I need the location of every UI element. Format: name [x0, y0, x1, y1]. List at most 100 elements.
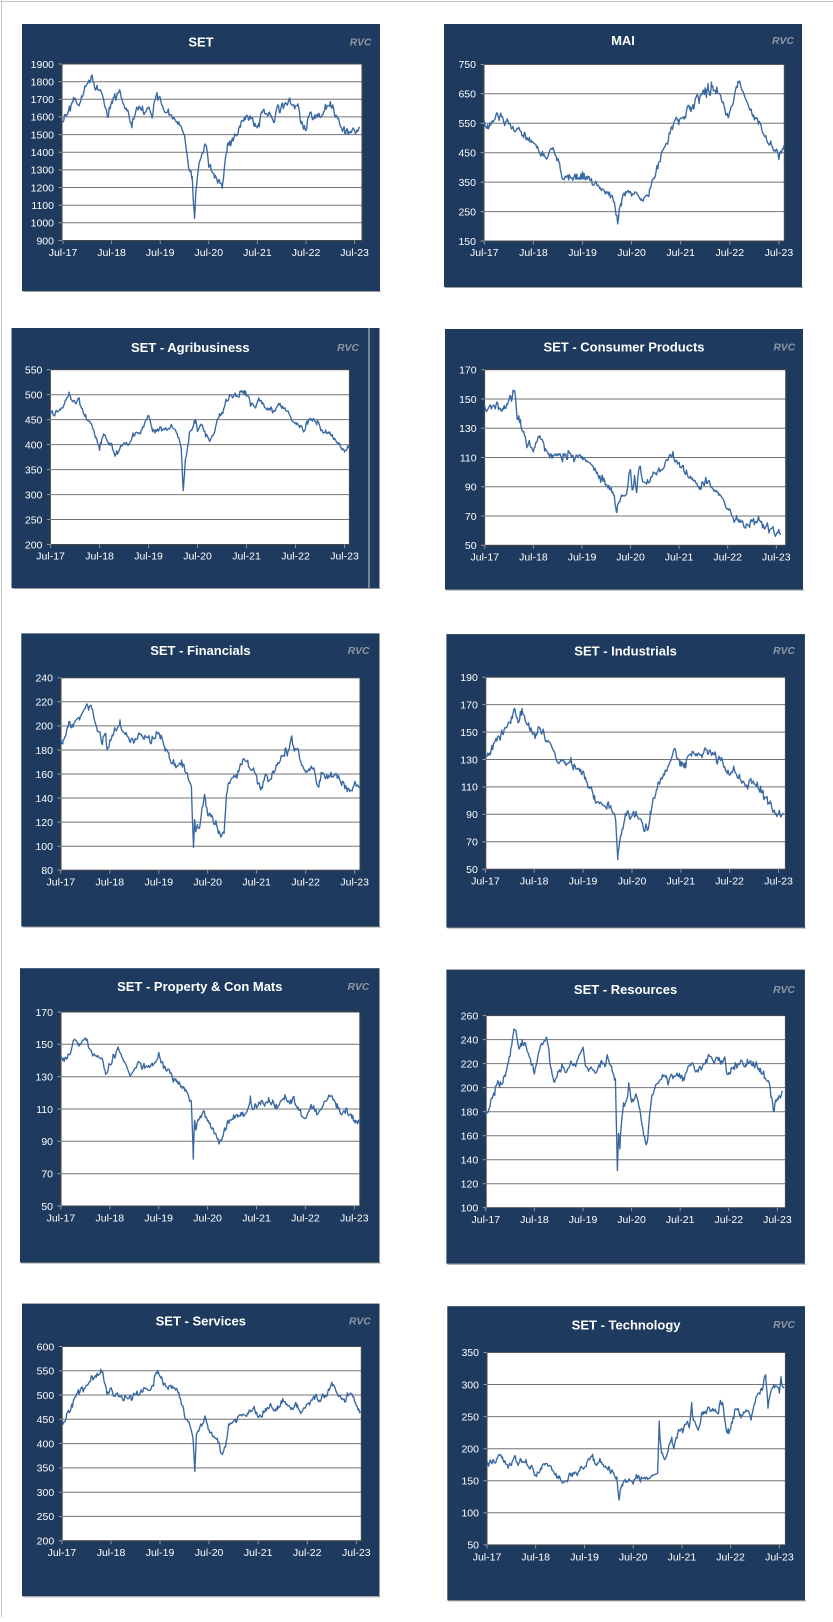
svg-text:180: 180 [461, 1107, 479, 1119]
svg-text:Jul-18: Jul-18 [85, 551, 114, 563]
svg-text:450: 450 [37, 1414, 55, 1426]
svg-text:Jul-17: Jul-17 [471, 876, 500, 888]
svg-text:170: 170 [460, 699, 478, 711]
svg-text:50: 50 [466, 864, 478, 876]
svg-text:Jul-21: Jul-21 [242, 877, 271, 889]
svg-text:70: 70 [466, 837, 478, 849]
svg-text:130: 130 [35, 1072, 53, 1084]
svg-text:50: 50 [467, 1540, 479, 1552]
svg-text:SET - Agribusiness: SET - Agribusiness [131, 340, 250, 355]
svg-text:120: 120 [35, 817, 53, 829]
svg-text:Jul-22: Jul-22 [291, 1212, 320, 1224]
svg-text:Jul-18: Jul-18 [521, 1551, 550, 1563]
svg-text:300: 300 [25, 489, 43, 501]
svg-text:Jul-17: Jul-17 [470, 247, 499, 259]
svg-text:400: 400 [37, 1438, 55, 1450]
svg-text:70: 70 [41, 1169, 53, 1181]
svg-text:Jul-20: Jul-20 [617, 1214, 646, 1226]
svg-text:120: 120 [461, 1179, 479, 1191]
svg-text:750: 750 [458, 59, 476, 71]
svg-text:Jul-17: Jul-17 [48, 1547, 77, 1559]
svg-text:160: 160 [35, 769, 53, 781]
svg-text:Jul-20: Jul-20 [618, 876, 647, 888]
svg-text:Jul-21: Jul-21 [666, 876, 695, 888]
svg-text:160: 160 [461, 1131, 479, 1143]
svg-text:450: 450 [458, 148, 476, 160]
svg-text:Jul-19: Jul-19 [569, 1214, 598, 1226]
svg-text:Jul-19: Jul-19 [144, 1212, 173, 1224]
svg-text:Jul-19: Jul-19 [146, 247, 175, 259]
svg-text:300: 300 [37, 1487, 55, 1499]
svg-text:1400: 1400 [31, 147, 55, 159]
svg-text:150: 150 [458, 236, 476, 248]
svg-text:110: 110 [460, 452, 477, 464]
svg-text:Jul-17: Jul-17 [36, 551, 65, 563]
svg-text:200: 200 [37, 1536, 55, 1548]
svg-text:100: 100 [461, 1203, 479, 1215]
svg-text:100: 100 [461, 1508, 479, 1520]
svg-text:Jul-21: Jul-21 [232, 551, 261, 563]
svg-text:130: 130 [460, 754, 478, 766]
svg-text:Jul-20: Jul-20 [195, 1547, 224, 1559]
svg-text:SET - Technology: SET - Technology [572, 1317, 682, 1332]
svg-text:170: 170 [35, 1007, 53, 1019]
svg-text:Jul-20: Jul-20 [183, 551, 212, 563]
svg-text:RVC: RVC [772, 36, 794, 47]
svg-text:260: 260 [461, 1010, 479, 1022]
svg-text:Jul-23: Jul-23 [764, 876, 793, 888]
svg-text:600: 600 [37, 1341, 55, 1353]
svg-text:1600: 1600 [31, 112, 55, 124]
svg-text:190: 190 [460, 672, 478, 684]
svg-text:Jul-18: Jul-18 [520, 876, 549, 888]
svg-text:Jul-18: Jul-18 [97, 1547, 126, 1559]
svg-text:150: 150 [460, 727, 478, 739]
svg-text:RVC: RVC [350, 38, 372, 49]
svg-text:550: 550 [37, 1366, 55, 1378]
svg-text:Jul-22: Jul-22 [716, 1551, 745, 1563]
svg-text:Jul-21: Jul-21 [243, 247, 272, 259]
svg-text:Jul-17: Jul-17 [46, 877, 75, 889]
svg-text:450: 450 [25, 414, 43, 426]
svg-text:Jul-23: Jul-23 [340, 247, 369, 259]
svg-text:SET - Resources: SET - Resources [574, 982, 677, 997]
svg-text:900: 900 [36, 235, 54, 247]
svg-text:150: 150 [459, 394, 477, 406]
svg-text:1100: 1100 [31, 200, 54, 212]
svg-text:Jul-18: Jul-18 [95, 1212, 124, 1224]
svg-text:90: 90 [41, 1136, 53, 1148]
svg-text:Jul-19: Jul-19 [144, 877, 173, 889]
svg-text:50: 50 [41, 1201, 53, 1213]
svg-text:250: 250 [458, 206, 476, 218]
svg-text:1900: 1900 [31, 59, 55, 71]
svg-text:Jul-17: Jul-17 [470, 551, 499, 563]
svg-text:RVC: RVC [773, 985, 795, 996]
svg-text:350: 350 [37, 1463, 55, 1475]
svg-text:SET - Services: SET - Services [156, 1314, 246, 1329]
svg-text:Jul-21: Jul-21 [666, 1214, 695, 1226]
svg-text:350: 350 [461, 1347, 479, 1359]
svg-text:SET - Industrials: SET - Industrials [574, 643, 677, 658]
svg-text:Jul-23: Jul-23 [330, 551, 359, 563]
svg-text:110: 110 [461, 782, 478, 794]
svg-text:Jul-19: Jul-19 [569, 876, 598, 888]
svg-text:Jul-17: Jul-17 [47, 1212, 76, 1224]
svg-text:Jul-18: Jul-18 [519, 247, 548, 259]
svg-text:130: 130 [459, 423, 477, 435]
svg-text:550: 550 [458, 118, 476, 130]
svg-text:Jul-18: Jul-18 [97, 247, 126, 259]
svg-text:Jul-23: Jul-23 [765, 1551, 794, 1563]
svg-text:SET - Financials: SET - Financials [150, 643, 250, 658]
svg-text:650: 650 [458, 89, 476, 101]
svg-text:220: 220 [461, 1058, 479, 1070]
svg-text:200: 200 [25, 539, 43, 551]
svg-text:50: 50 [465, 540, 477, 552]
svg-text:100: 100 [35, 841, 53, 853]
svg-text:Jul-21: Jul-21 [665, 551, 694, 563]
svg-text:250: 250 [461, 1411, 479, 1423]
svg-text:Jul-22: Jul-22 [291, 877, 320, 889]
svg-text:RVC: RVC [337, 343, 359, 354]
svg-text:140: 140 [35, 793, 53, 805]
svg-text:90: 90 [465, 482, 477, 494]
svg-text:Jul-18: Jul-18 [95, 877, 124, 889]
svg-text:RVC: RVC [348, 646, 370, 657]
